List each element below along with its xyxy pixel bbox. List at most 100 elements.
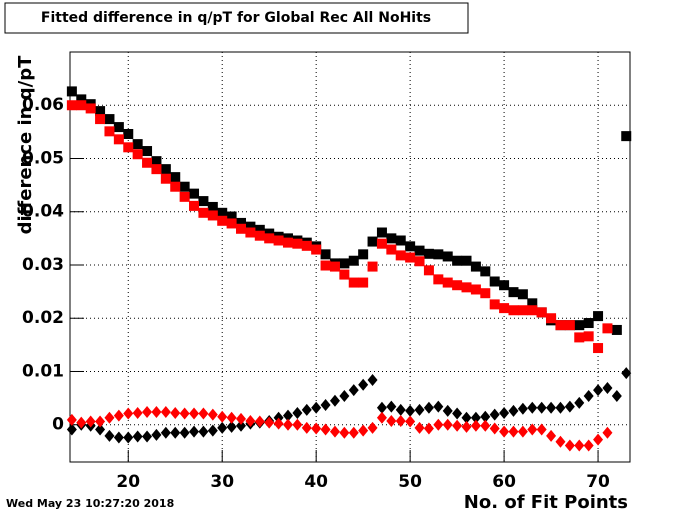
diamond-marker xyxy=(358,378,369,391)
diamond-marker xyxy=(461,420,472,433)
diamond-marker xyxy=(179,426,190,439)
square-marker xyxy=(564,320,575,331)
x-axis-label: No. of Fit Points xyxy=(464,492,628,513)
square-marker xyxy=(470,261,481,272)
diamond-marker xyxy=(170,426,181,439)
diamond-marker xyxy=(66,413,77,426)
diamond-marker xyxy=(104,429,115,442)
diamond-marker xyxy=(621,367,632,380)
diamond-marker xyxy=(320,399,331,412)
diamond-marker xyxy=(386,415,397,427)
diamond-marker xyxy=(423,422,434,435)
square-marker xyxy=(320,249,331,260)
diamond-marker xyxy=(160,405,171,418)
diamond-marker xyxy=(301,403,312,416)
diamond-marker xyxy=(536,401,547,414)
square-marker xyxy=(179,191,190,202)
diamond-marker xyxy=(132,407,143,420)
square-marker xyxy=(433,274,444,285)
square-marker xyxy=(132,149,143,160)
diamond-marker xyxy=(329,425,340,438)
diamond-marker xyxy=(282,409,293,422)
square-marker xyxy=(132,139,143,150)
diamond-marker xyxy=(170,407,181,420)
square-marker xyxy=(574,332,585,343)
diamond-marker xyxy=(546,429,557,442)
diamond-marker xyxy=(376,411,387,424)
diamond-marker xyxy=(461,411,472,424)
diamond-marker xyxy=(292,407,303,420)
square-marker xyxy=(348,277,359,288)
square-marker xyxy=(207,210,218,221)
square-marker xyxy=(160,173,171,184)
square-marker xyxy=(593,343,604,354)
square-marker xyxy=(339,258,350,269)
square-marker xyxy=(123,129,134,139)
square-marker xyxy=(367,236,378,247)
diamond-marker xyxy=(76,416,87,429)
square-marker xyxy=(104,126,115,137)
diamond-marker xyxy=(470,411,481,424)
square-marker xyxy=(66,86,77,97)
diamond-marker xyxy=(95,423,106,436)
diamond-marker xyxy=(358,424,369,437)
diamond-marker xyxy=(583,439,594,452)
square-marker xyxy=(66,100,77,111)
x-tick-label: 60 xyxy=(492,472,516,492)
diamond-marker xyxy=(442,418,453,431)
diamond-marker xyxy=(555,435,566,448)
square-marker xyxy=(85,103,96,114)
square-marker xyxy=(151,164,162,175)
title-box xyxy=(4,2,469,34)
y-tick-label: 0.01 xyxy=(22,361,64,381)
square-marker xyxy=(339,269,350,280)
square-marker xyxy=(583,331,594,342)
diamond-marker xyxy=(254,415,265,428)
square-marker xyxy=(536,307,547,318)
square-marker xyxy=(348,255,359,266)
square-marker xyxy=(226,218,237,229)
square-marker xyxy=(358,277,369,288)
diamond-marker xyxy=(142,430,153,443)
diamond-marker xyxy=(593,384,604,397)
diamond-marker xyxy=(311,401,322,414)
x-tick-label: 40 xyxy=(304,472,328,492)
square-marker xyxy=(452,255,463,266)
timestamp: Wed May 23 10:27:20 2018 xyxy=(6,497,174,510)
diamond-marker xyxy=(179,407,190,420)
square-marker xyxy=(405,241,416,252)
diamond-marker xyxy=(405,404,416,417)
square-marker xyxy=(508,305,519,316)
y-tick-label: 0.02 xyxy=(22,308,64,328)
diamond-marker xyxy=(85,415,96,428)
square-marker xyxy=(414,256,425,267)
diamond-marker xyxy=(564,400,575,413)
square-marker xyxy=(151,156,162,167)
square-marker xyxy=(621,131,632,142)
diamond-marker xyxy=(273,417,284,430)
diamond-marker xyxy=(189,407,200,420)
diamond-marker xyxy=(282,418,293,431)
square-marker xyxy=(583,318,594,329)
diamond-marker xyxy=(160,426,171,439)
square-marker xyxy=(292,238,303,249)
diamond-marker xyxy=(386,400,397,413)
square-marker xyxy=(405,252,416,263)
square-marker xyxy=(95,114,106,125)
diamond-marker xyxy=(564,439,575,452)
diamond-marker xyxy=(452,419,463,432)
square-marker xyxy=(386,244,397,255)
diamond-marker xyxy=(489,408,500,421)
diamond-marker xyxy=(95,415,106,428)
square-marker xyxy=(189,200,200,211)
diamond-marker xyxy=(311,422,322,435)
square-marker xyxy=(442,277,453,288)
square-marker xyxy=(273,235,284,246)
diamond-marker xyxy=(470,419,481,432)
diamond-marker xyxy=(113,409,124,422)
square-marker xyxy=(367,261,378,272)
diamond-marker xyxy=(66,423,77,436)
diamond-marker xyxy=(517,402,528,415)
square-marker xyxy=(254,230,265,241)
square-marker xyxy=(499,280,510,291)
